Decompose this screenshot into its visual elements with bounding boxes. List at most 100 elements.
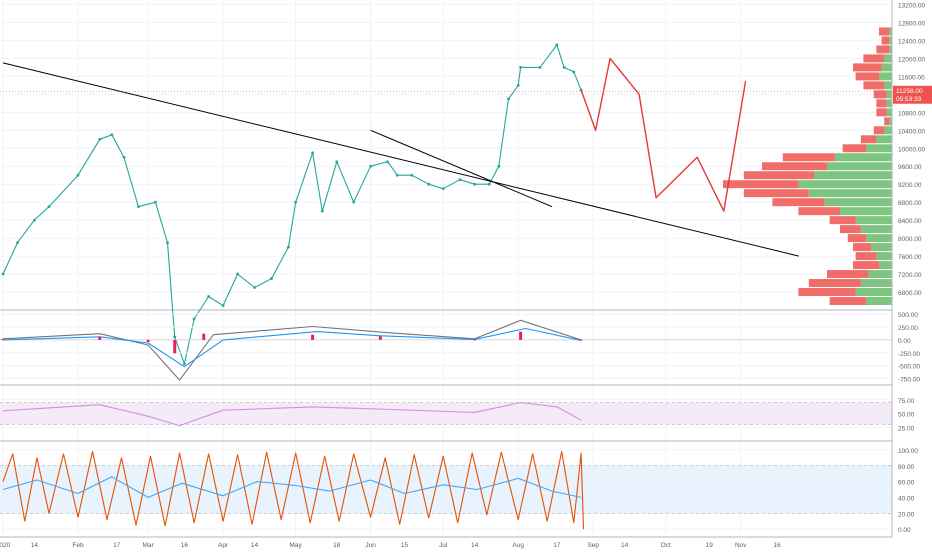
volume-profile-down-bar — [876, 45, 890, 54]
y-tick-label: 6800.00 — [898, 290, 922, 297]
volume-profile-up-bar — [889, 117, 892, 126]
trendline — [2, 62, 799, 257]
y-tick-label: 8800.00 — [898, 200, 922, 207]
price-point — [497, 164, 501, 168]
x-tick-label: 14 — [471, 542, 479, 549]
volume-profile-down-bar — [723, 180, 799, 189]
volume-profile-down-bar — [881, 36, 890, 45]
volume-profile-down-bar — [827, 270, 869, 279]
histogram-bar — [579, 339, 583, 341]
x-tick-label: Feb — [72, 542, 84, 549]
volume-profile-up-bar — [879, 72, 892, 81]
volume-profile-up-bar — [881, 63, 892, 72]
volume-profile-down-bar — [863, 54, 885, 63]
volume-profile-up-bar — [871, 243, 892, 252]
volume-profile-down-bar — [873, 126, 885, 135]
volume-profile-down-bar — [873, 90, 887, 99]
projection-path — [580, 57, 747, 212]
volume-profile-up-bar — [884, 81, 892, 90]
volume-profile-up-bar — [798, 180, 892, 189]
x-tick-label: Oct — [661, 542, 671, 549]
volume-profile-up-bar — [860, 279, 892, 288]
y-tick-label: 80.00 — [898, 464, 915, 471]
volume-profile-up-bar — [876, 252, 892, 261]
series-line — [2, 327, 582, 368]
y-tick-label: 25.00 — [898, 425, 915, 432]
price-point — [166, 241, 169, 245]
y-tick-label: -250.00 — [898, 351, 920, 358]
price-point — [487, 182, 491, 186]
price-point — [192, 317, 196, 321]
price-point — [311, 151, 314, 155]
x-tick-label: 19 — [706, 542, 714, 549]
volume-profile-down-bar — [772, 198, 825, 207]
volume-profile-up-bar — [868, 270, 892, 279]
volume-profile-up-bar — [834, 153, 892, 162]
x-tick-label: 17 — [553, 542, 561, 549]
price-point — [516, 83, 520, 87]
volume-profile-down-bar — [853, 63, 882, 72]
volume-profile-up-bar — [889, 45, 892, 54]
price-point — [287, 245, 290, 249]
price-point — [183, 362, 186, 366]
y-tick-label: 9600.00 — [898, 164, 922, 171]
volume-profile-up-bar — [889, 27, 892, 36]
countdown-label: 05:53:33 — [896, 96, 922, 103]
y-tick-label: 9200.00 — [898, 182, 922, 189]
oscillator-band — [0, 402, 892, 425]
y-tick-label: 11600.00 — [898, 74, 925, 81]
histogram-bar — [202, 333, 206, 340]
price-point — [16, 241, 19, 245]
y-tick-label: 13200.00 — [898, 2, 925, 9]
price-point — [33, 218, 36, 222]
price-point — [519, 65, 523, 69]
price-point — [236, 272, 240, 276]
histogram-bar — [519, 331, 523, 340]
volume-profile-up-bar — [808, 189, 892, 198]
volume-profile-down-bar — [743, 189, 809, 198]
x-tick-label: 16 — [181, 542, 189, 549]
volume-profile-down-bar — [762, 162, 827, 171]
y-tick-label: 8400.00 — [898, 218, 922, 225]
price-point — [320, 209, 324, 213]
volume-profile-down-bar — [855, 252, 877, 261]
volume-profile-up-bar — [824, 198, 892, 207]
price-point — [458, 178, 462, 182]
x-tick-label: Mar — [143, 542, 155, 549]
y-tick-label: 10800.00 — [898, 110, 925, 117]
volume-profile-down-bar — [879, 27, 890, 36]
price-point — [137, 205, 140, 209]
series-line — [2, 450, 585, 530]
series-line — [2, 476, 582, 498]
price-point — [473, 182, 477, 186]
y-tick-label: 60.00 — [898, 480, 915, 487]
y-tick-label: 12000.00 — [898, 56, 925, 63]
volume-profile-down-bar — [798, 288, 856, 297]
y-tick-label: 0.00 — [898, 338, 911, 345]
series-line — [2, 44, 582, 365]
price-point — [207, 295, 210, 298]
x-tick-label: 14 — [621, 542, 629, 549]
x-tick-label: 16 — [773, 542, 781, 549]
volume-profile-up-bar — [886, 99, 892, 108]
price-point — [352, 200, 356, 204]
price-point — [173, 335, 177, 339]
histogram-bar — [311, 334, 315, 340]
volume-profile-down-bar — [808, 279, 861, 288]
price-point — [122, 155, 126, 159]
volume-profile-down-bar — [863, 81, 885, 90]
y-tick-label: 40.00 — [898, 495, 915, 502]
price-point — [110, 133, 114, 137]
volume-profile-down-bar — [743, 171, 814, 180]
y-tick-label: 75.00 — [898, 398, 915, 405]
histogram-bar — [378, 336, 382, 340]
price-point — [335, 160, 339, 164]
series-line — [2, 319, 582, 381]
y-tick-label: 7200.00 — [898, 272, 922, 279]
volume-profile-up-bar — [866, 234, 892, 243]
volume-profile-up-bar — [860, 225, 892, 234]
price-point — [562, 65, 566, 69]
x-tick-label: 15 — [401, 542, 409, 549]
